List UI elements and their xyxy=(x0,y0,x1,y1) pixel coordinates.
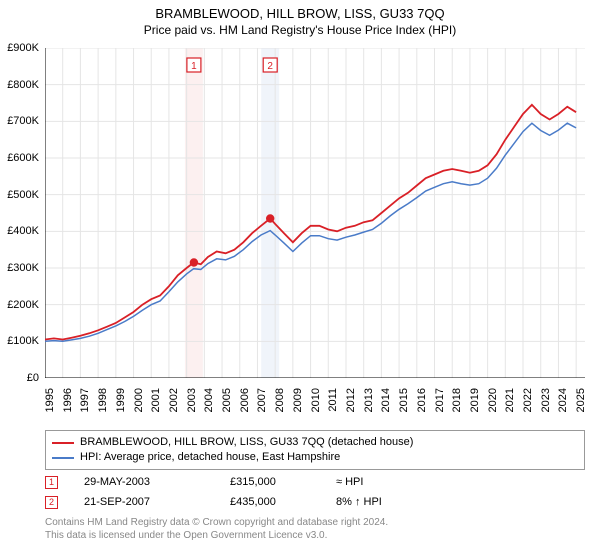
x-tick-label: 1995 xyxy=(44,388,56,412)
sale-marker-dot xyxy=(190,258,198,266)
x-tick-label: 2001 xyxy=(150,388,162,412)
sale-marker-dot xyxy=(266,214,274,222)
y-tick-label: £600K xyxy=(7,152,39,164)
x-tick-label: 2019 xyxy=(469,388,481,412)
x-tick-label: 2024 xyxy=(557,388,569,412)
x-tick-label: 2021 xyxy=(504,388,516,412)
chart-container: BRAMBLEWOOD, HILL BROW, LISS, GU33 7QQ P… xyxy=(0,0,600,560)
x-axis-labels: 1995 1996 1997 1998 1999 2000 2001 2002 2003 2004… xyxy=(45,378,585,428)
legend-swatch xyxy=(52,457,74,459)
y-tick-label: £300K xyxy=(7,262,39,274)
x-tick-label: 2020 xyxy=(487,388,499,412)
x-tick-label: 2000 xyxy=(133,388,145,412)
y-axis-labels: £0£100K£200K£300K£400K£500K£600K£700K£80… xyxy=(0,48,43,378)
legend-box: BRAMBLEWOOD, HILL BROW, LISS, GU33 7QQ (… xyxy=(45,430,585,470)
chart-subtitle: Price paid vs. HM Land Registry's House … xyxy=(0,21,600,37)
x-tick-label: 1998 xyxy=(97,388,109,412)
x-tick-label: 2007 xyxy=(256,388,268,412)
sale-price: £315,000 xyxy=(230,476,330,488)
x-tick-label: 2009 xyxy=(292,388,304,412)
sale-price: £435,000 xyxy=(230,496,330,508)
x-tick-label: 2015 xyxy=(398,388,410,412)
x-tick-label: 1996 xyxy=(62,388,74,412)
footer-line-2: This data is licensed under the Open Gov… xyxy=(45,529,585,542)
y-tick-label: £500K xyxy=(7,189,39,201)
sale-band xyxy=(261,48,279,378)
svg-text:2: 2 xyxy=(267,61,273,72)
x-tick-label: 2025 xyxy=(575,388,587,412)
legend-label: BRAMBLEWOOD, HILL BROW, LISS, GU33 7QQ (… xyxy=(80,435,413,450)
sale-marker-box: 1 xyxy=(45,476,58,489)
sale-date: 29-MAY-2003 xyxy=(64,476,224,488)
x-tick-label: 2006 xyxy=(239,388,251,412)
x-tick-label: 2018 xyxy=(451,388,463,412)
legend-swatch xyxy=(52,442,74,444)
legend-label: HPI: Average price, detached house, East… xyxy=(80,450,340,465)
footer-attribution: Contains HM Land Registry data © Crown c… xyxy=(45,516,585,542)
y-tick-label: £0 xyxy=(27,372,39,384)
marker-flag: 1 xyxy=(187,58,201,72)
sale-delta: ≈ HPI xyxy=(336,476,456,488)
x-tick-label: 2002 xyxy=(168,388,180,412)
y-tick-label: £700K xyxy=(7,115,39,127)
legend-row: HPI: Average price, detached house, East… xyxy=(52,450,578,465)
svg-text:1: 1 xyxy=(191,61,197,72)
x-tick-label: 2016 xyxy=(416,388,428,412)
sale-row: 1 29-MAY-2003 £315,000 ≈ HPI xyxy=(45,472,585,492)
sale-row: 2 21-SEP-2007 £435,000 8% ↑ HPI xyxy=(45,492,585,512)
sale-band xyxy=(185,48,203,378)
x-tick-label: 2010 xyxy=(310,388,322,412)
y-tick-label: £100K xyxy=(7,335,39,347)
sale-delta: 8% ↑ HPI xyxy=(336,496,456,508)
y-tick-label: £400K xyxy=(7,225,39,237)
x-tick-label: 2008 xyxy=(274,388,286,412)
x-tick-label: 2017 xyxy=(434,388,446,412)
y-tick-label: £800K xyxy=(7,79,39,91)
sale-date: 21-SEP-2007 xyxy=(64,496,224,508)
marker-flag: 2 xyxy=(263,58,277,72)
x-tick-label: 2013 xyxy=(363,388,375,412)
x-tick-label: 1997 xyxy=(79,388,91,412)
x-tick-label: 2004 xyxy=(203,388,215,412)
y-tick-label: £200K xyxy=(7,299,39,311)
x-tick-label: 2011 xyxy=(327,388,339,412)
x-tick-label: 2014 xyxy=(380,388,392,412)
x-tick-label: 2023 xyxy=(540,388,552,412)
x-tick-label: 2022 xyxy=(522,388,534,412)
chart-title: BRAMBLEWOOD, HILL BROW, LISS, GU33 7QQ xyxy=(0,0,600,21)
x-tick-label: 2003 xyxy=(186,388,198,412)
plot-area: 12 xyxy=(45,48,585,378)
footer-line-1: Contains HM Land Registry data © Crown c… xyxy=(45,516,585,529)
x-tick-label: 1999 xyxy=(115,388,127,412)
y-tick-label: £900K xyxy=(7,42,39,54)
x-tick-label: 2005 xyxy=(221,388,233,412)
x-tick-label: 2012 xyxy=(345,388,357,412)
sales-table: 1 29-MAY-2003 £315,000 ≈ HPI 2 21-SEP-2007 £43… xyxy=(45,472,585,512)
sale-marker-box: 2 xyxy=(45,496,58,509)
legend-row: BRAMBLEWOOD, HILL BROW, LISS, GU33 7QQ (… xyxy=(52,435,578,450)
